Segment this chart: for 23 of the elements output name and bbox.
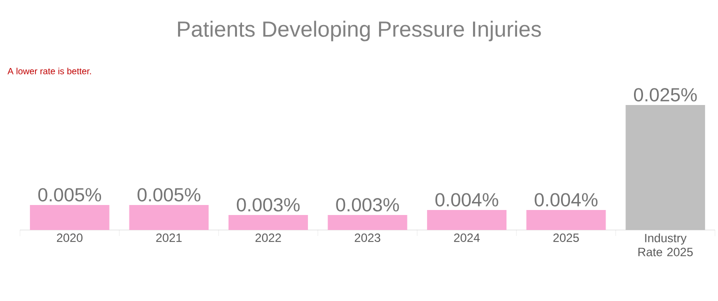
x-tick-label: 2025 <box>553 234 579 242</box>
data-label: 0.003% <box>336 198 399 212</box>
bar <box>427 210 506 230</box>
bar <box>626 105 706 230</box>
data-label: 0.025% <box>634 88 697 102</box>
bar <box>129 205 209 230</box>
data-label: 0.003% <box>236 198 300 212</box>
x-tick-label: 2024 <box>454 234 480 242</box>
x-tick-label: 2020 <box>56 234 82 242</box>
data-label: 0.004% <box>435 193 498 206</box>
data-label: 0.004% <box>534 193 598 206</box>
bar <box>328 215 408 230</box>
bar <box>30 205 110 230</box>
text: A lower rate is better. <box>8 68 91 74</box>
data-label: 0.005% <box>138 188 200 202</box>
x-tick-label: 2021 <box>156 234 182 242</box>
data-label: 0.005% <box>38 188 102 202</box>
x-tick-label: 2023 <box>354 234 380 242</box>
x-tick-label: 2022 <box>256 234 281 242</box>
bar <box>228 215 308 230</box>
bar <box>526 210 606 230</box>
chart-title: Patients Developing Pressure Injuries <box>178 20 541 42</box>
x-tick-label: Industry Rate 2025 <box>638 234 693 256</box>
